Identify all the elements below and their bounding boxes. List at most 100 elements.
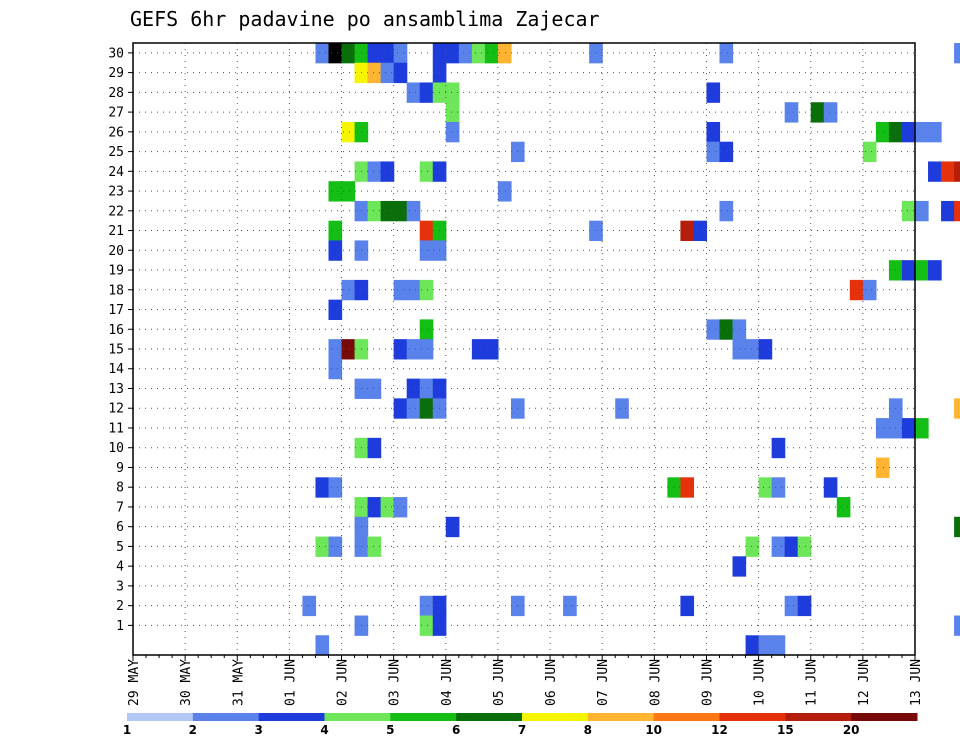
y-tick-label: 27 (108, 106, 124, 121)
heatmap-cell (941, 200, 955, 222)
heatmap-cell (667, 477, 681, 498)
heatmap-cell (836, 497, 851, 518)
heatmap-cell (393, 279, 408, 301)
heatmap-cell (954, 161, 960, 182)
colorbar-swatch (522, 713, 589, 721)
heatmap-cell (758, 635, 773, 656)
heatmap-cell (419, 615, 434, 636)
y-tick-label: 25 (108, 145, 124, 160)
heatmap-cell (797, 536, 812, 557)
heatmap-cell (380, 62, 395, 84)
heatmap-cell (849, 279, 864, 301)
heatmap-cell (406, 200, 421, 222)
heatmap-cell (367, 536, 382, 557)
heatmap-cell (367, 62, 382, 84)
heatmap-cell (954, 398, 960, 419)
heatmap-cell (954, 43, 960, 64)
chart-title: GEFS 6hr padavine po ansamblima Zajecar (130, 7, 600, 31)
heatmap-cell (328, 299, 343, 320)
heatmap-cell (328, 181, 343, 202)
y-tick-label: 11 (108, 421, 124, 436)
heatmap-cell (719, 200, 734, 222)
colorbar-label: 7 (518, 723, 526, 737)
heatmap-cell (680, 220, 695, 242)
colorbar-swatch (587, 713, 655, 721)
y-tick-label: 5 (116, 540, 124, 555)
colorbar-swatch (192, 713, 260, 721)
heatmap-cell (393, 43, 408, 64)
heatmap-cell (706, 82, 721, 103)
heatmap-cell (901, 418, 916, 439)
colorbar-legend: 1 2 3 4 5 6 7 8 10 12 15 20 (123, 713, 918, 737)
heatmap-cell (341, 279, 356, 301)
heatmap-cell (341, 121, 356, 143)
heatmap-cell (901, 121, 916, 143)
heatmap-cell (771, 437, 786, 459)
heatmap-cell (797, 595, 812, 617)
heatmap-cell (302, 595, 317, 617)
heatmap-cell (928, 161, 942, 182)
heatmap-cell (954, 516, 960, 538)
heatmap-cell (419, 378, 434, 399)
x-tick-label: 10 JUN (753, 659, 768, 706)
heatmap-cell (915, 260, 929, 281)
heatmap-cell (393, 398, 408, 419)
heatmap-cell (419, 319, 434, 340)
heatmap-cell (380, 497, 395, 518)
heatmap-cell (367, 437, 382, 459)
heatmap-cell (341, 339, 356, 360)
heatmap-cell (680, 595, 695, 617)
heatmap-cell (380, 200, 395, 222)
heatmap-cell (367, 161, 382, 182)
heatmap-cell (406, 82, 421, 103)
heatmap-cell (823, 477, 838, 498)
x-tick-label: 03 JUN (388, 659, 403, 706)
y-tick-label: 10 (108, 441, 124, 456)
heatmap-cell (393, 62, 408, 84)
heatmap-cell (471, 339, 486, 360)
heatmap-cell (315, 477, 330, 498)
colorbar-label: 1 (123, 723, 131, 737)
y-tick-label: 13 (108, 382, 124, 397)
heatmap-cell (458, 43, 473, 64)
heatmap-cell (341, 43, 356, 64)
heatmap-cell (497, 43, 512, 64)
heatmap-cell (406, 378, 421, 399)
y-tick-label: 14 (108, 362, 124, 377)
colorbar-label: 6 (452, 723, 460, 737)
colorbar-label: 5 (386, 723, 394, 737)
heatmap-cell (928, 121, 942, 143)
heatmap-cell (419, 339, 434, 360)
heatmap-cell (315, 536, 330, 557)
heatmap-cell (719, 141, 734, 163)
heatmap-cell (862, 279, 877, 301)
y-tick-label: 8 (116, 481, 124, 496)
x-tick-label: 02 JUN (336, 659, 351, 706)
y-tick-label: 23 (108, 185, 124, 200)
x-tick-label: 30 MAY (179, 659, 194, 706)
heatmap-cell (901, 200, 916, 222)
heatmap-cell (497, 181, 512, 202)
heatmap-cell (419, 240, 434, 261)
heatmap-cell (771, 477, 786, 498)
heatmap-cell (915, 418, 929, 439)
y-tick-label: 7 (116, 500, 124, 515)
heatmap-cell (719, 43, 734, 64)
heatmap-cell (771, 536, 786, 557)
y-tick-label: 6 (116, 520, 124, 535)
heatmap-cell (419, 279, 434, 301)
y-tick-label: 15 (108, 343, 124, 358)
heatmap-cell (328, 339, 343, 360)
heatmap-cell (419, 161, 434, 182)
heatmap-cells (302, 43, 960, 656)
heatmap-cell (367, 378, 382, 399)
heatmap-cell (315, 43, 330, 64)
heatmap-cell (380, 43, 395, 64)
colorbar-swatch (653, 713, 720, 721)
y-tick-label: 21 (108, 224, 124, 239)
colorbar-swatch (719, 713, 786, 721)
heatmap-cell (367, 43, 382, 64)
heatmap-cell (693, 220, 708, 242)
y-tick-label: 17 (108, 303, 124, 318)
